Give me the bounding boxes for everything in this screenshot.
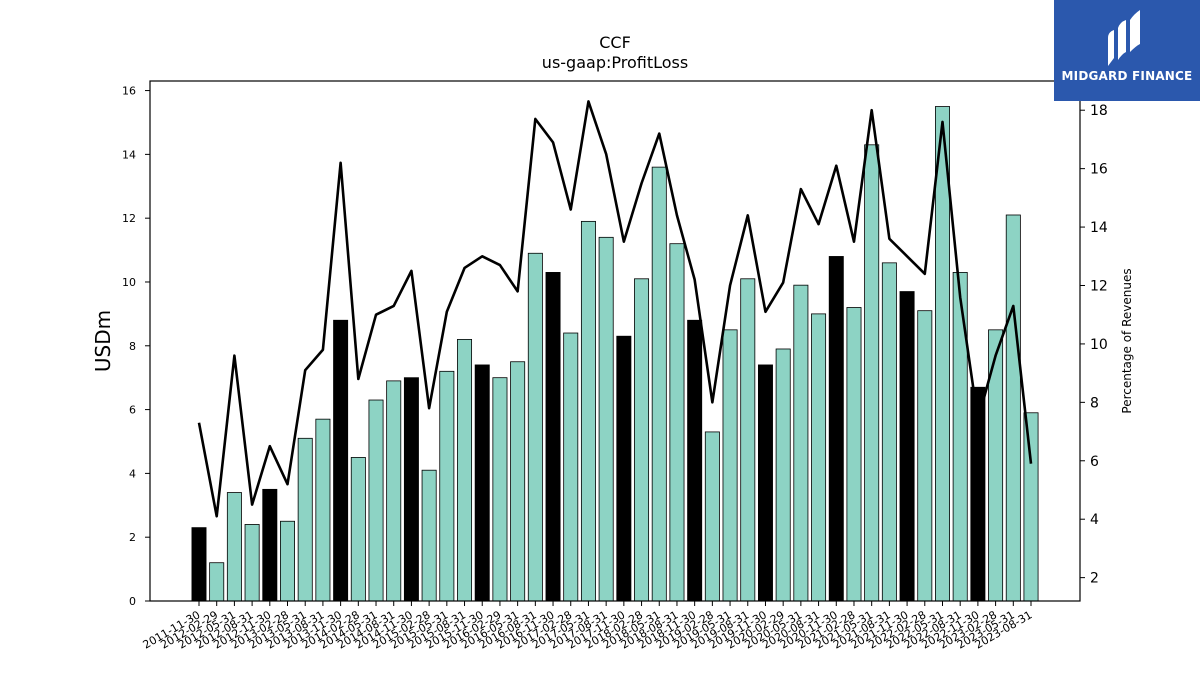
y-tick-label-right: 6 [1090, 454, 1099, 470]
line-series [197, 100, 1033, 518]
bar-2020-11-30 [828, 256, 844, 602]
bar-2022-08-31 [952, 272, 968, 602]
y-axis-label-left: USDm [91, 310, 115, 372]
bar-2020-08-31 [811, 313, 827, 602]
bar-2011-11-30 [191, 527, 207, 602]
bar-2014-05-31 [368, 399, 384, 602]
bar-2017-02-28 [563, 332, 579, 602]
bar-2016-05-31 [510, 361, 526, 602]
bar-2018-05-31 [651, 166, 667, 602]
bar-2015-02-28 [421, 469, 437, 602]
y-tick-label-left: 6 [129, 404, 136, 417]
y-tick-label-right: 18 [1090, 103, 1108, 119]
y-axis-right: 2 4 6 8 10 12 14 16 18 [1080, 103, 1108, 587]
bar-2014-11-30 [403, 377, 419, 602]
brand-name: MIDGARD FINANCE [1061, 69, 1193, 83]
midgard-logo-icon [1108, 10, 1140, 66]
y-tick-label-left: 10 [122, 276, 136, 289]
bar-2013-11-30 [333, 319, 349, 602]
percentage-line [197, 100, 1033, 518]
bar-2016-08-31 [527, 252, 543, 602]
y-tick-label-right: 14 [1090, 220, 1108, 236]
bar-2013-05-31 [297, 437, 313, 602]
bar-2019-05-31 [722, 329, 738, 602]
bar-2023-05-31 [1005, 214, 1021, 602]
y-tick-label-left: 0 [129, 595, 136, 608]
y-tick-label-right: 16 [1090, 162, 1108, 178]
bar-2017-05-31 [580, 220, 596, 602]
bar-2015-11-30 [474, 364, 490, 602]
brand-logo: MIDGARD FINANCE [1054, 0, 1200, 101]
y-tick-label-left: 14 [122, 148, 136, 161]
bar-2018-02-28 [634, 278, 650, 602]
bar-2021-08-31 [881, 262, 897, 602]
bar-2021-02-28 [846, 307, 862, 602]
chart-title: CCF [599, 33, 631, 52]
bar-2023-08-31 [1023, 412, 1039, 602]
bar-2012-11-30 [262, 488, 278, 602]
x-axis: 2011-11-302012-02-292012-05-312012-08-31… [141, 601, 1035, 652]
bar-2020-05-31 [793, 284, 809, 602]
bar-2012-08-31 [244, 524, 260, 602]
chart-subtitle: us-gaap:ProfitLoss [542, 53, 688, 72]
bar-2015-08-31 [457, 338, 473, 602]
y-tick-label-left: 16 [122, 85, 136, 98]
bar-2021-05-31 [864, 144, 880, 602]
y-tick-label-right: 2 [1090, 571, 1099, 587]
bar-2013-08-31 [315, 418, 331, 602]
bar-2015-05-31 [439, 370, 455, 602]
y-tick-label-left: 4 [129, 467, 136, 480]
bar-2012-02-29 [209, 562, 225, 602]
bar-2018-08-31 [669, 243, 685, 602]
y-tick-label-right: 8 [1090, 395, 1099, 411]
y-tick-label-left: 12 [122, 212, 136, 225]
bar-2013-02-28 [280, 520, 295, 602]
y-tick-label-right: 12 [1090, 278, 1108, 294]
plot-frame [149, 80, 1081, 602]
bar-2019-11-30 [757, 364, 773, 602]
y-tick-label-right: 10 [1090, 337, 1108, 353]
bar-2020-02-29 [775, 348, 791, 602]
y-tick-label-left: 8 [129, 340, 136, 353]
bar-2017-08-31 [598, 236, 614, 602]
y-tick-label-left: 2 [129, 531, 136, 544]
bar-2012-05-31 [226, 492, 242, 602]
bar-2018-11-30 [687, 319, 703, 602]
bar-2016-02-29 [492, 377, 508, 602]
bar-2014-02-28 [350, 457, 366, 602]
bar-2019-08-31 [740, 278, 756, 602]
bar-2017-11-30 [616, 335, 632, 602]
y-axis-left: 0 2 4 6 8 10 12 14 16 [122, 85, 150, 608]
y-axis-label-right: Percentage of Revenues [1120, 268, 1134, 413]
y-tick-label-right: 4 [1090, 512, 1099, 528]
bar-2022-02-28 [917, 310, 933, 602]
bar-2021-11-30 [899, 291, 915, 602]
bar-2019-02-28 [704, 431, 720, 602]
bar-2014-08-31 [386, 380, 402, 602]
bar-2016-11-30 [545, 272, 561, 602]
